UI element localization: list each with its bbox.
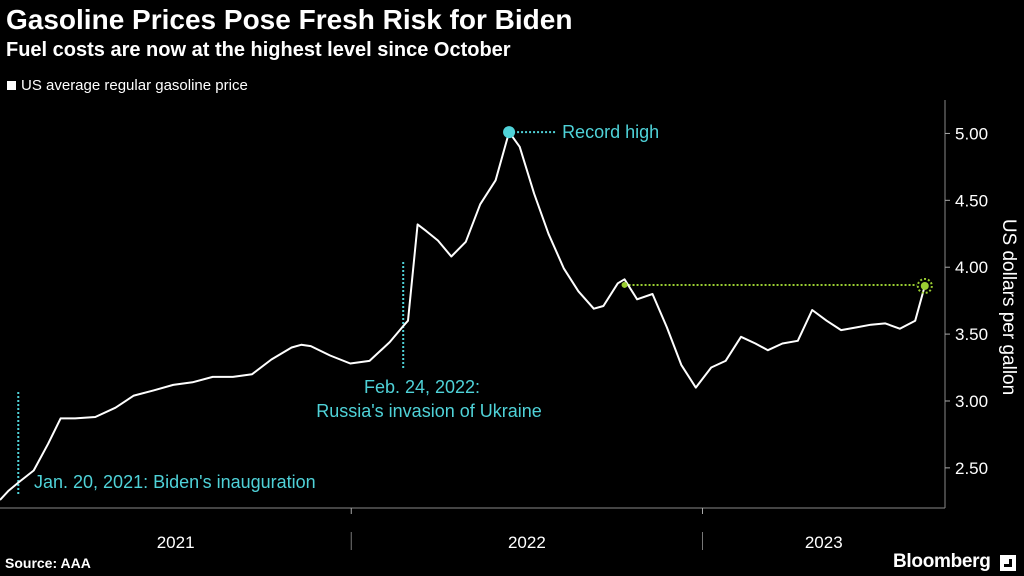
x-tick-label: 2023 bbox=[805, 533, 843, 552]
y-tick-label: 4.50 bbox=[955, 191, 988, 210]
y-tick-label: 2.50 bbox=[955, 459, 988, 478]
axes: 2.50 3.00 3.50 4.00 4.50 5.00 2021 2022 2023 bbox=[0, 100, 988, 552]
markers bbox=[503, 126, 933, 294]
y-tick-label: 3.50 bbox=[955, 325, 988, 344]
chart-subtitle: Fuel costs are now at the highest level … bbox=[6, 39, 511, 61]
y-tick-label: 3.00 bbox=[955, 392, 988, 411]
record-high-marker bbox=[503, 126, 516, 139]
october-level-endpoint bbox=[621, 281, 628, 288]
current-price-marker-ring bbox=[916, 277, 933, 294]
x-tick-label: 2022 bbox=[508, 533, 546, 552]
current-price-marker bbox=[920, 281, 929, 290]
invasion-label-line1: Feb. 24, 2022: bbox=[364, 377, 480, 397]
price-series-line bbox=[0, 131, 926, 501]
legend-label: US average regular gasoline price bbox=[21, 77, 248, 94]
y-tick-label: 4.00 bbox=[955, 258, 988, 277]
bloomberg-logo-text: Bloomberg bbox=[893, 551, 991, 572]
chart-title: Gasoline Prices Pose Fresh Risk for Bide… bbox=[6, 4, 573, 35]
source-note: Source: AAA bbox=[5, 555, 91, 571]
annotations: Record high Feb. 24, 2022: Russia's invasi… bbox=[17, 122, 917, 496]
legend-swatch bbox=[7, 81, 16, 90]
invasion-label-line2: Russia's invasion of Ukraine bbox=[316, 401, 542, 421]
y-axis-label: US dollars per gallon bbox=[998, 219, 1019, 395]
y-tick-label: 5.00 bbox=[955, 124, 988, 143]
inauguration-label: Jan. 20, 2021: Biden's inauguration bbox=[34, 472, 316, 492]
legend: US average regular gasoline price bbox=[7, 77, 248, 94]
x-tick-label: 2021 bbox=[157, 533, 195, 552]
record-high-label: Record high bbox=[562, 122, 659, 142]
bloomberg-mark-icon bbox=[1000, 555, 1016, 571]
